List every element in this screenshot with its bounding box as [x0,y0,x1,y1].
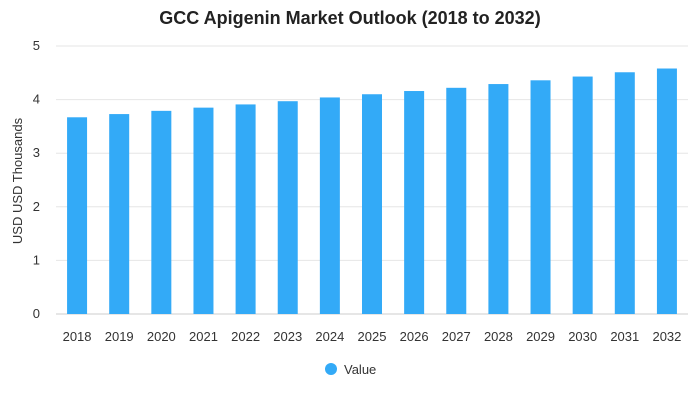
y-axis-title: USD USD Thousands [10,117,25,244]
chart-title: GCC Apigenin Market Outlook (2018 to 203… [159,8,541,28]
bar-2023 [277,101,298,314]
x-tick-label: 2022 [231,329,260,344]
x-tick-label: 2026 [400,329,429,344]
x-tick-label: 2027 [442,329,471,344]
legend-marker [325,363,337,375]
x-tick-label: 2021 [189,329,218,344]
bar-2019 [109,114,130,315]
bar-2032 [656,68,677,315]
legend: Value [325,362,376,377]
bar-2018 [67,117,88,315]
bar-2030 [572,76,593,314]
x-axis-ticks: 2018 2019 2020 2021 2022 2023 2024 2025 2026 2027… [63,329,682,344]
x-tick-label: 2031 [610,329,639,344]
bar-2025 [362,94,382,315]
bar-2020 [151,110,172,314]
y-tick-label: 3 [33,145,40,160]
bar-2029 [530,80,551,314]
x-tick-label: 2024 [315,329,344,344]
x-tick-label: 2030 [568,329,597,344]
y-tick-label: 1 [33,252,40,267]
bar-2021 [193,107,214,314]
bar-2022 [235,104,256,314]
y-tick-label: 2 [33,199,40,214]
bar-layer [67,68,677,315]
x-tick-label: 2020 [147,329,176,344]
legend-label: Value [344,362,376,377]
y-axis-ticks: 0 1 2 3 4 5 [33,38,40,321]
bar-2031 [614,72,635,314]
y-tick-label: 5 [33,38,40,53]
x-tick-label: 2025 [358,329,387,344]
x-tick-label: 2029 [526,329,555,344]
x-tick-label: 2028 [484,329,513,344]
bar-2024 [319,97,340,315]
x-tick-label: 2032 [652,329,681,344]
bar-2028 [488,84,509,314]
x-tick-label: 2018 [63,329,92,344]
y-tick-label: 0 [33,306,40,321]
y-tick-label: 4 [33,92,40,107]
x-tick-label: 2019 [105,329,134,344]
bar-2027 [446,87,467,314]
bar-2026 [404,91,425,314]
x-tick-label: 2023 [273,329,302,344]
